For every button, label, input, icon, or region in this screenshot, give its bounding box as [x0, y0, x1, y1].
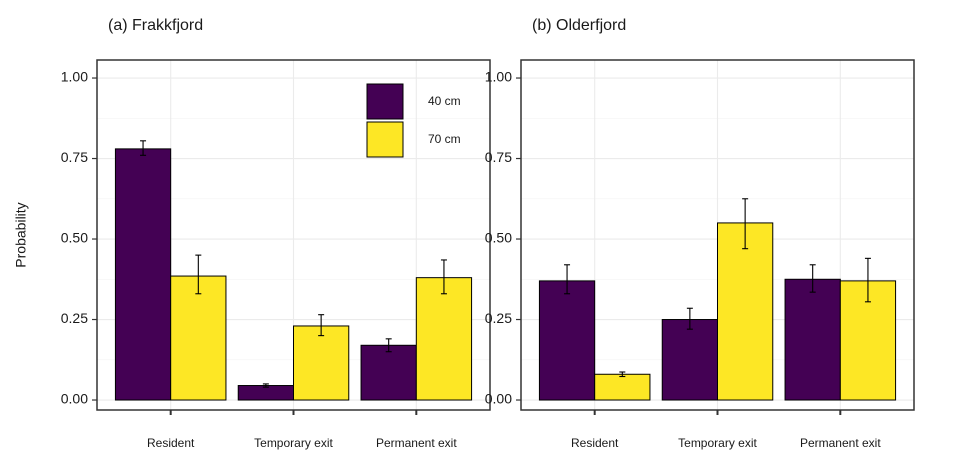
y-tick-label: 0.00	[61, 391, 88, 407]
bar	[237, 385, 294, 401]
error-bar	[686, 307, 693, 330]
panel: (a) Frakkfjord Probability 0.00 0.25 0.50 0.7…	[13, 17, 491, 450]
panel-border	[96, 59, 491, 411]
legend-label: 40 cm	[428, 94, 461, 108]
error-bar	[385, 338, 392, 353]
y-tick-label: 0.75	[485, 149, 512, 165]
error-bar	[262, 383, 269, 388]
error-bar	[809, 264, 816, 293]
bar	[170, 275, 227, 401]
error-bar	[195, 254, 202, 295]
y-axis-title: Probability	[13, 202, 29, 267]
error-bar	[864, 257, 871, 303]
panel-border	[520, 59, 915, 411]
y-tick-label: 0.75	[61, 149, 88, 165]
bar	[717, 222, 774, 401]
bar	[293, 325, 350, 401]
legend-label: 70 cm	[428, 132, 461, 146]
x-tick-label: Temporary exit	[254, 436, 333, 450]
error-bar	[742, 198, 749, 250]
bar	[538, 280, 596, 401]
error-bar	[564, 264, 571, 295]
panel-title: (b) Olderfjord	[532, 17, 626, 34]
panel-title: (a) Frakkfjord	[108, 17, 203, 34]
y-tick-label: 1.00	[61, 69, 88, 85]
y-tick-label: 0.25	[61, 310, 88, 326]
y-tick-label: 0.50	[485, 230, 512, 246]
x-tick-label: Resident	[147, 436, 195, 450]
x-tick-label: Temporary exit	[678, 436, 757, 450]
y-tick-label: 0.25	[485, 310, 512, 326]
y-tick-label: 1.00	[485, 69, 512, 85]
bar	[415, 277, 473, 401]
x-tick-label: Permanent exit	[800, 436, 881, 450]
panel: (b) Olderfjord 0.00 0.25 0.50 0.75 1.00 Reside…	[485, 17, 915, 450]
error-bar	[440, 259, 447, 295]
legend-swatch	[366, 121, 404, 158]
bar	[594, 373, 651, 401]
error-bar	[140, 140, 147, 156]
x-tick-label: Permanent exit	[376, 436, 457, 450]
y-tick-label: 0.50	[61, 230, 88, 246]
error-bar	[619, 371, 626, 378]
error-bar	[318, 314, 325, 337]
bar	[784, 278, 841, 401]
bar	[661, 319, 718, 401]
legend-swatch	[366, 83, 404, 120]
bar	[114, 148, 172, 401]
y-tick-label: 0.00	[485, 391, 512, 407]
x-tick-label: Resident	[571, 436, 619, 450]
bar	[360, 344, 417, 401]
